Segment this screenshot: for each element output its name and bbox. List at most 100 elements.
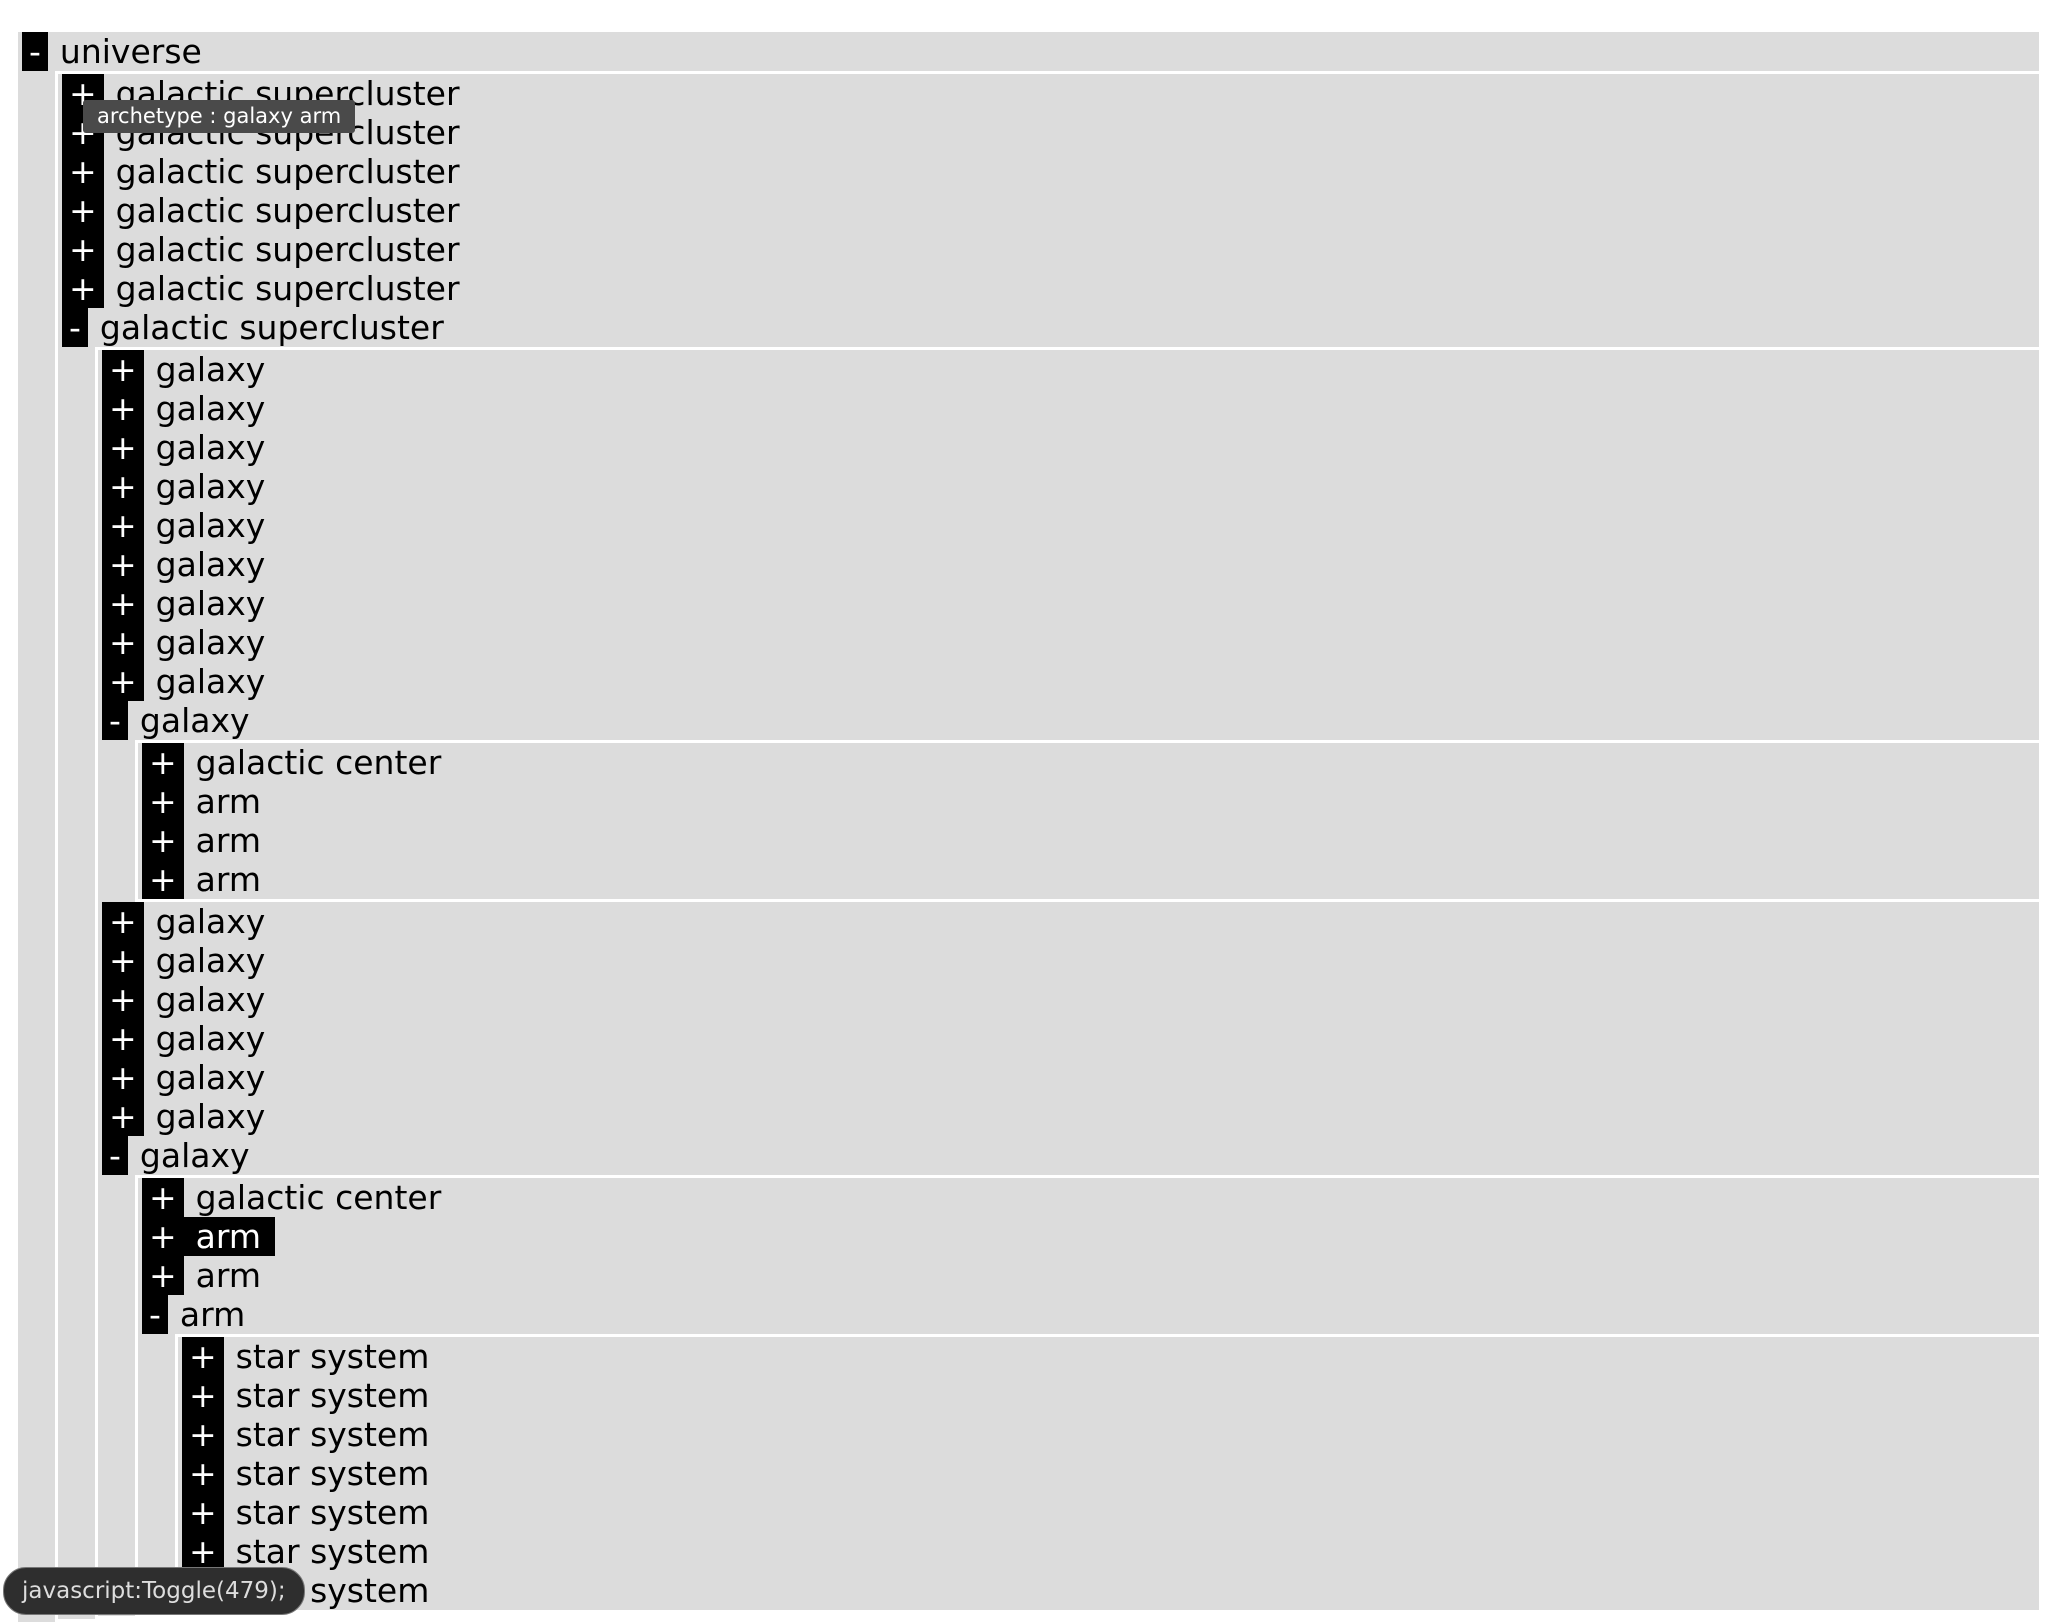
child-list: + galactic center + arm + arm + arm <box>135 740 2039 902</box>
tree-row: + arm <box>138 860 2039 899</box>
child-list: + galactic supercluster + galactic superclu… <box>55 71 2039 1622</box>
node-label[interactable]: galaxy <box>155 623 266 662</box>
toggle-button[interactable]: + <box>102 389 144 428</box>
tree-row: + galactic center <box>138 743 2039 782</box>
tree-row: - arm <box>138 1295 2039 1334</box>
toggle-button[interactable]: + <box>142 743 184 782</box>
node-label[interactable]: galaxy <box>155 1019 266 1058</box>
toggle-button[interactable]: + <box>62 230 104 269</box>
node-label[interactable]: galaxy <box>155 389 266 428</box>
node-label[interactable]: arm <box>195 821 262 860</box>
toggle-button[interactable]: + <box>102 662 144 701</box>
node-label[interactable]: galactic supercluster <box>115 152 460 191</box>
toggle-button[interactable]: + <box>142 1217 184 1256</box>
node-label[interactable]: star system <box>235 1415 430 1454</box>
node-label[interactable]: galactic center <box>195 1178 442 1217</box>
toggle-button[interactable]: + <box>62 191 104 230</box>
toggle-button[interactable]: + <box>102 506 144 545</box>
node-label[interactable]: galactic supercluster <box>115 269 460 308</box>
toggle-button[interactable]: - <box>142 1295 168 1334</box>
tree-row: + star system <box>178 1337 2039 1376</box>
node-label[interactable]: star system <box>235 1337 430 1376</box>
toggle-button[interactable]: + <box>142 860 184 899</box>
node-label[interactable]: galactic supercluster <box>115 191 460 230</box>
node-label[interactable]: galactic center <box>195 743 442 782</box>
toggle-button[interactable]: + <box>142 1178 184 1217</box>
toggle-button[interactable]: + <box>182 1415 224 1454</box>
node-label[interactable]: galaxy <box>155 902 266 941</box>
tree-row: + galaxy <box>98 1019 2039 1058</box>
toggle-button[interactable]: + <box>102 350 144 389</box>
node-label[interactable]: galaxy <box>155 428 266 467</box>
toggle-button[interactable]: + <box>102 902 144 941</box>
tree-row: + galactic supercluster <box>58 269 2039 308</box>
node-label[interactable]: galaxy <box>155 941 266 980</box>
tree-row: +star system <box>178 1571 2039 1610</box>
toggle-button[interactable]: + <box>62 74 104 113</box>
node-label[interactable]: star system <box>235 1376 430 1415</box>
tree-row: - galaxy <box>98 701 2039 740</box>
toggle-button[interactable]: + <box>182 1337 224 1376</box>
node-label[interactable]: star system <box>235 1454 430 1493</box>
toggle-button[interactable]: + <box>102 1019 144 1058</box>
toggle-button[interactable]: + <box>62 152 104 191</box>
tree-row: + galaxy <box>98 506 2039 545</box>
node-label[interactable]: galaxy <box>155 350 266 389</box>
node-label[interactable]: arm <box>195 860 262 899</box>
toggle-button[interactable]: + <box>102 623 144 662</box>
node-label[interactable]: galaxy <box>155 467 266 506</box>
tree-row: + galaxy <box>98 350 2039 389</box>
tree-row: + galaxy <box>98 1097 2039 1136</box>
node-label[interactable]: galaxy <box>155 1097 266 1136</box>
toggle-button[interactable]: + <box>142 782 184 821</box>
status-bar: javascript:Toggle(479); <box>3 1567 305 1615</box>
toggle-button[interactable]: - <box>62 308 88 347</box>
node-label[interactable]: galaxy <box>155 584 266 623</box>
node-label[interactable]: galaxy <box>155 506 266 545</box>
toggle-button[interactable]: - <box>102 701 128 740</box>
toggle-button[interactable]: - <box>22 32 48 71</box>
node-label[interactable]: arm <box>183 1217 276 1256</box>
node-label[interactable]: star system <box>235 1493 430 1532</box>
toggle-button[interactable]: + <box>62 269 104 308</box>
node-label[interactable]: arm <box>195 1256 262 1295</box>
toggle-button[interactable]: + <box>142 821 184 860</box>
tree-row: + galactic supercluster <box>58 230 2039 269</box>
toggle-button[interactable]: + <box>182 1532 224 1571</box>
toggle-button[interactable]: - <box>102 1136 128 1175</box>
tree-row: + galactic center <box>138 1178 2039 1217</box>
tree-row: + galaxy <box>98 467 2039 506</box>
toggle-button[interactable]: + <box>182 1376 224 1415</box>
node-label[interactable]: arm <box>195 782 262 821</box>
toggle-button[interactable]: + <box>182 1493 224 1532</box>
toggle-button[interactable]: + <box>142 1256 184 1295</box>
tree-row: + galaxy <box>98 545 2039 584</box>
tree-row: + galaxy <box>98 941 2039 980</box>
tree-row: - universe <box>18 32 2039 71</box>
tree-row: + galaxy <box>98 428 2039 467</box>
node-label[interactable]: galactic supercluster <box>115 230 460 269</box>
toggle-button[interactable]: + <box>102 941 144 980</box>
toggle-button[interactable]: + <box>102 428 144 467</box>
node-label[interactable]: star system <box>235 1532 430 1571</box>
node-label[interactable]: galaxy <box>155 1058 266 1097</box>
node-label[interactable]: galaxy <box>139 701 250 740</box>
node-label[interactable]: galactic supercluster <box>99 308 444 347</box>
toggle-button[interactable]: + <box>102 584 144 623</box>
tree-row: + arm <box>138 1217 2039 1256</box>
tree-row: + galaxy <box>98 980 2039 1019</box>
toggle-button[interactable]: + <box>182 1454 224 1493</box>
tree-row: + star system <box>178 1532 2039 1571</box>
toggle-button[interactable]: + <box>102 980 144 1019</box>
node-label[interactable]: galaxy <box>155 545 266 584</box>
toggle-button[interactable]: + <box>102 1058 144 1097</box>
node-label[interactable]: galaxy <box>155 662 266 701</box>
node-label[interactable]: universe <box>59 32 202 71</box>
node-label[interactable]: galaxy <box>155 980 266 1019</box>
toggle-button[interactable]: + <box>102 1097 144 1136</box>
node-label[interactable]: arm <box>179 1295 246 1334</box>
node-label[interactable]: galaxy <box>139 1136 250 1175</box>
toggle-button[interactable]: + <box>102 545 144 584</box>
toggle-button[interactable]: + <box>102 467 144 506</box>
